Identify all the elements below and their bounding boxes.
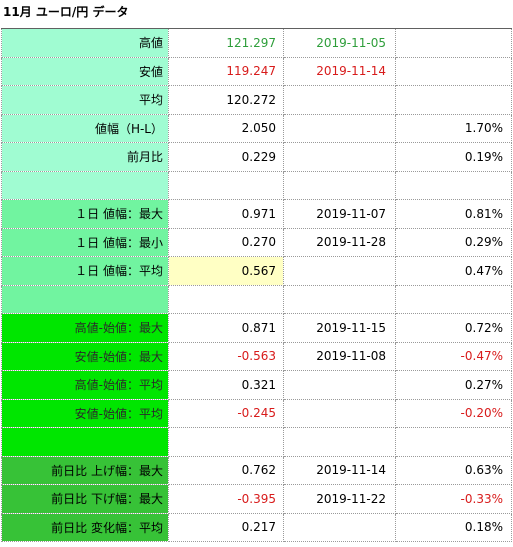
row-percent: 1.70% (395, 113, 512, 143)
row-value: -0.245 (168, 398, 284, 428)
table-row-high-open-avg: 高値-始値：平均 0.321 0.27% (1, 370, 512, 400)
row-value (168, 427, 284, 457)
row-label (1, 284, 169, 314)
row-label: 安値 (1, 56, 169, 86)
row-percent: -0.20% (395, 398, 512, 428)
row-date: 2019-11-05 (283, 28, 396, 58)
row-value: 0.217 (168, 512, 284, 542)
row-value: 121.297 (168, 28, 284, 58)
row-label: 高値-始値：平均 (1, 370, 169, 400)
row-label: 前日比 変化幅：平均 (1, 512, 169, 542)
row-percent: 0.63% (395, 455, 512, 485)
row-label: 高値-始値：最大 (1, 313, 169, 343)
row-label: １日 値幅：平均 (1, 256, 169, 286)
row-date (283, 398, 396, 428)
row-percent: 0.81% (395, 199, 512, 229)
row-date (283, 284, 396, 314)
row-percent: 0.19% (395, 142, 512, 172)
row-value: 0.762 (168, 455, 284, 485)
row-date (283, 427, 396, 457)
table-row-month-change: 前月比 0.229 0.19% (1, 142, 512, 172)
table-row-prev-day-up-max: 前日比 上げ幅：最大 0.762 2019-11-14 0.63% (1, 455, 512, 485)
table-row-daily-range-avg: １日 値幅：平均 0.567 0.47% (1, 256, 512, 286)
table-title: 11月 ユーロ/円 データ (3, 5, 129, 19)
row-value: 0.971 (168, 199, 284, 229)
row-percent (395, 85, 512, 115)
row-label: 前日比 下げ幅：最大 (1, 484, 169, 514)
row-date: 2019-11-15 (283, 313, 396, 343)
euro-yen-data-table: 高値 121.297 2019-11-05 安値 119.247 2019-11… (1, 28, 512, 542)
table-row-average: 平均 120.272 (1, 85, 512, 115)
row-percent (395, 28, 512, 58)
row-value: 119.247 (168, 56, 284, 86)
row-date (283, 512, 396, 542)
row-percent: 0.18% (395, 512, 512, 542)
table-row-low-open-max: 安値-始値：最大 -0.563 2019-11-08 -0.47% (1, 341, 512, 371)
row-label: １日 値幅：最大 (1, 199, 169, 229)
row-date: 2019-11-22 (283, 484, 396, 514)
table-row-daily-range-max: １日 値幅：最大 0.971 2019-11-07 0.81% (1, 199, 512, 229)
row-date: 2019-11-07 (283, 199, 396, 229)
row-percent: 0.47% (395, 256, 512, 286)
row-date (283, 256, 396, 286)
table-row-spacer (1, 284, 512, 314)
row-value: 2.050 (168, 113, 284, 143)
row-value: 0.871 (168, 313, 284, 343)
row-label (1, 170, 169, 200)
table-row-low-open-avg: 安値-始値：平均 -0.245 -0.20% (1, 398, 512, 428)
row-percent: 0.29% (395, 227, 512, 257)
row-value (168, 170, 284, 200)
row-date: 2019-11-14 (283, 455, 396, 485)
row-percent (395, 284, 512, 314)
row-label: 前日比 上げ幅：最大 (1, 455, 169, 485)
row-value: 120.272 (168, 85, 284, 115)
row-date (283, 170, 396, 200)
row-value (168, 284, 284, 314)
row-percent: -0.33% (395, 484, 512, 514)
table-row-high: 高値 121.297 2019-11-05 (1, 28, 512, 58)
row-label: 安値-始値：最大 (1, 341, 169, 371)
table-row-spacer (1, 170, 512, 200)
row-value: 0.321 (168, 370, 284, 400)
row-label: 高値 (1, 28, 169, 58)
table-row-range: 値幅（H-L） 2.050 1.70% (1, 113, 512, 143)
row-label: 安値-始値：平均 (1, 398, 169, 428)
row-value: -0.395 (168, 484, 284, 514)
row-percent: -0.47% (395, 341, 512, 371)
table-row-low: 安値 119.247 2019-11-14 (1, 56, 512, 86)
row-date (283, 85, 396, 115)
table-row-spacer (1, 427, 512, 457)
row-value: 0.270 (168, 227, 284, 257)
row-label (1, 427, 169, 457)
row-percent (395, 170, 512, 200)
row-label: 値幅（H-L） (1, 113, 169, 143)
row-value: -0.563 (168, 341, 284, 371)
row-label: １日 値幅：最小 (1, 227, 169, 257)
row-date (283, 142, 396, 172)
row-label: 平均 (1, 85, 169, 115)
row-percent: 0.72% (395, 313, 512, 343)
row-date: 2019-11-28 (283, 227, 396, 257)
row-date (283, 370, 396, 400)
table-row-prev-day-down-max: 前日比 下げ幅：最大 -0.395 2019-11-22 -0.33% (1, 484, 512, 514)
table-row-high-open-max: 高値-始値：最大 0.871 2019-11-15 0.72% (1, 313, 512, 343)
row-date: 2019-11-08 (283, 341, 396, 371)
row-label: 前月比 (1, 142, 169, 172)
row-value: 0.229 (168, 142, 284, 172)
row-percent: 0.27% (395, 370, 512, 400)
table-row-prev-day-change-avg: 前日比 変化幅：平均 0.217 0.18% (1, 512, 512, 542)
row-date: 2019-11-14 (283, 56, 396, 86)
row-value: 0.567 (168, 256, 284, 286)
row-date (283, 113, 396, 143)
row-percent (395, 427, 512, 457)
table-row-daily-range-min: １日 値幅：最小 0.270 2019-11-28 0.29% (1, 227, 512, 257)
row-percent (395, 56, 512, 86)
